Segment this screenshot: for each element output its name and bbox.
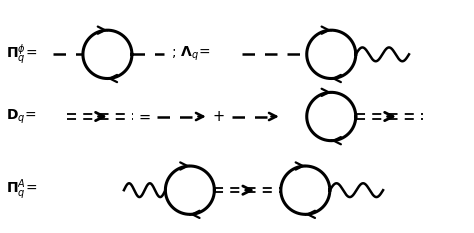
Text: $\mathbf{D}_{q}\!=\!$: $\mathbf{D}_{q}\!=\!$ [6, 107, 37, 126]
Text: $\mathbf{\Pi}^{A}_{q}\!=\!$: $\mathbf{\Pi}^{A}_{q}\!=\!$ [6, 178, 37, 202]
Text: $\mathbf{\Pi}^{\phi}_{q}\!=\!$: $\mathbf{\Pi}^{\phi}_{q}\!=\!$ [6, 42, 37, 66]
Text: $+$: $+$ [212, 109, 225, 124]
Text: $=$: $=$ [136, 109, 151, 124]
Text: $;\,\mathbf{\Lambda}_{q}\!=\!$: $;\,\mathbf{\Lambda}_{q}\!=\!$ [171, 45, 210, 63]
